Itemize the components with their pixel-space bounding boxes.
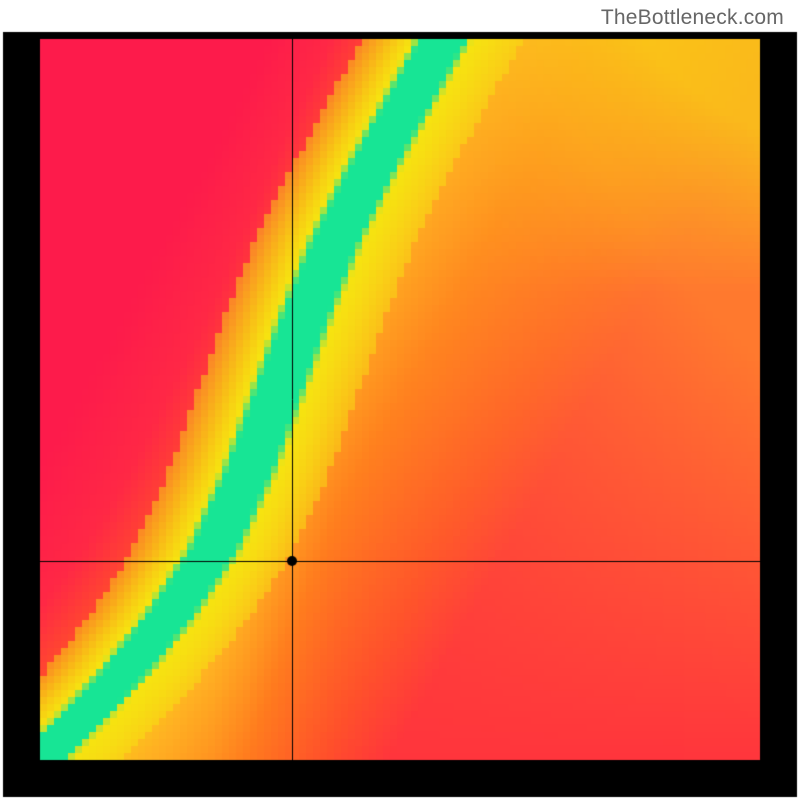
watermark-text: TheBottleneck.com — [601, 6, 784, 30]
bottleneck-heatmap — [0, 0, 800, 800]
